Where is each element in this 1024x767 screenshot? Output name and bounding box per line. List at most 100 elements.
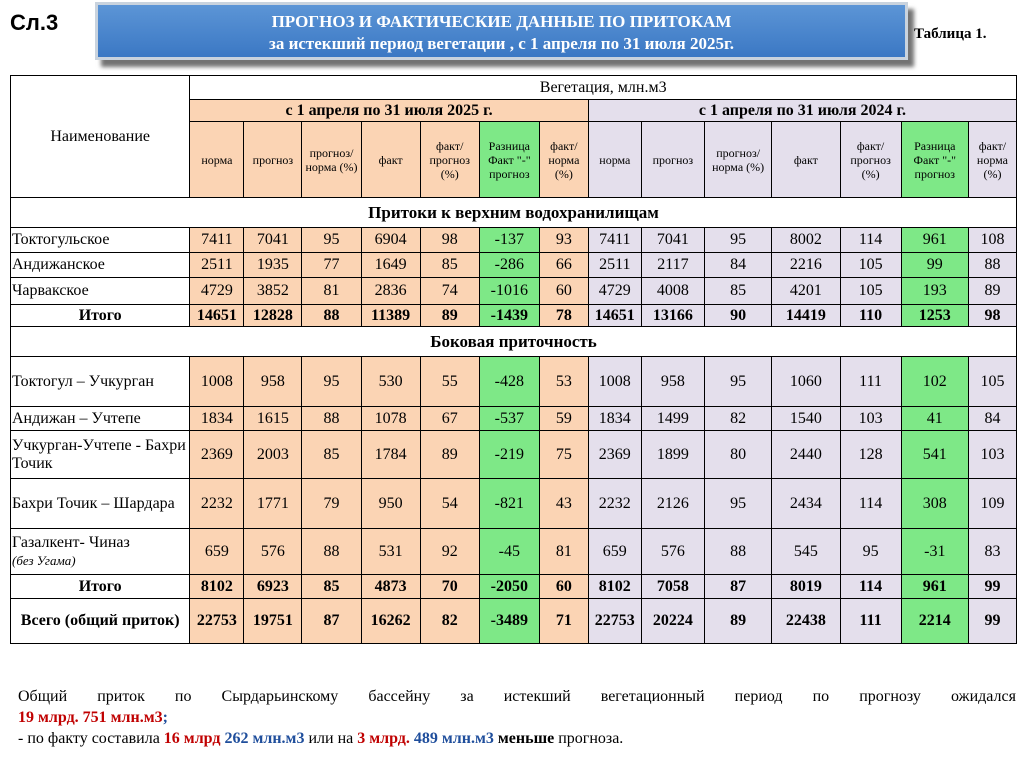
- cell-fact-forecast-pct: 105: [839, 277, 902, 305]
- cell-fact: 6904: [360, 227, 421, 253]
- cell-forecast-norm-pct: 88: [301, 406, 362, 431]
- cell-fact: 950: [360, 478, 421, 529]
- cell-difference: 961: [900, 574, 969, 599]
- slide-number: Сл.3: [10, 10, 59, 35]
- cell-forecast: 19751: [243, 598, 303, 644]
- col-header-difference-2024: Разница Факт "-" прогноз: [900, 121, 969, 198]
- cell-norm: 1834: [587, 406, 642, 431]
- note-less: меньше: [497, 730, 555, 747]
- cell-forecast: 1771: [243, 478, 303, 529]
- forecast-millions: 751 млн.м3: [82, 709, 163, 726]
- cell-fact-norm-pct: 98: [967, 304, 1018, 327]
- col-header-difference-2025: Разница Факт "-" прогноз: [478, 121, 540, 198]
- inflow-table: Наименование Вегетация, млн.м3 с 1 апрел…: [9, 75, 1018, 644]
- cell-fact: 11389: [360, 304, 421, 327]
- cell-norm: 22753: [189, 598, 245, 644]
- cell-fact-forecast-pct: 89: [419, 304, 480, 327]
- cell-forecast: 576: [243, 528, 303, 575]
- cell-norm: 2232: [587, 478, 642, 529]
- cell-difference: 1253: [900, 304, 969, 327]
- note-line-3: - по факту составила 16 млрд 262 млн.м3 …: [18, 728, 1016, 749]
- section-title: Боковая приточность: [10, 326, 1017, 357]
- row-name: Токтогул – Учкурган: [9, 356, 191, 407]
- cell-forecast: 958: [640, 356, 705, 407]
- cell-difference: -1016: [478, 277, 540, 305]
- cell-fact: 8019: [771, 574, 841, 599]
- cell-difference: -137: [478, 227, 540, 253]
- col-header-forecast-2024: прогноз: [640, 121, 705, 198]
- cell-fact-forecast-pct: 85: [419, 252, 480, 278]
- total-row: Всего (общий приток) 22753 19751 87 16262 82-…: [9, 598, 1018, 644]
- cell-forecast: 7041: [243, 227, 303, 253]
- table-row: Токтогульское 7411 7041 95 6904 98 -137 93 7411 7…: [9, 227, 1018, 253]
- col-header-fact-forecast-pct-2024: факт/ прогноз (%): [839, 121, 902, 198]
- cell-fact-norm-pct: 83: [967, 528, 1018, 575]
- cell-norm: 1008: [189, 356, 245, 407]
- summary-note: Общий приток по Сырдарьинскому бассейну …: [18, 686, 1016, 749]
- cell-fact-norm-pct: 43: [538, 478, 589, 529]
- cell-fact-norm-pct: 71: [538, 598, 589, 644]
- cell-fact: 2216: [771, 252, 841, 278]
- cell-forecast-norm-pct: 80: [703, 430, 773, 479]
- cell-forecast-norm-pct: 89: [703, 598, 773, 644]
- cell-forecast: 958: [243, 356, 303, 407]
- row-name: Токтогульское: [9, 227, 191, 253]
- cell-fact-norm-pct: 108: [967, 227, 1018, 253]
- cell-fact-norm-pct: 89: [967, 277, 1018, 305]
- note-or-on: или на: [308, 730, 354, 747]
- cell-fact-norm-pct: 53: [538, 356, 589, 407]
- cell-forecast: 12828: [243, 304, 303, 327]
- cell-forecast-norm-pct: 95: [703, 227, 773, 253]
- table-row: Чарвакское 4729 3852 81 2836 74 -1016 60 4729 400…: [9, 277, 1018, 305]
- diff-billions: 3 млрд.: [357, 730, 410, 747]
- note-suffix: прогноза.: [558, 730, 624, 747]
- cell-fact-norm-pct: 93: [538, 227, 589, 253]
- cell-fact-norm-pct: 66: [538, 252, 589, 278]
- cell-difference: 102: [900, 356, 969, 407]
- vegetation-header: Вегетация, млн.м3: [189, 75, 1017, 100]
- diff-millions: 489 млн.м3: [413, 730, 494, 747]
- cell-norm: 659: [189, 528, 245, 575]
- cell-difference: -537: [478, 406, 540, 431]
- cell-forecast: 6923: [243, 574, 303, 599]
- col-header-forecast-2025: прогноз: [243, 121, 303, 198]
- cell-forecast: 20224: [640, 598, 705, 644]
- cell-difference: 41: [900, 406, 969, 431]
- period-2025-header: с 1 апреля по 31 июля 2025 г.: [189, 99, 589, 122]
- cell-forecast: 13166: [640, 304, 705, 327]
- cell-fact: 8002: [771, 227, 841, 253]
- cell-forecast: 7041: [640, 227, 705, 253]
- cell-fact-norm-pct: 109: [967, 478, 1018, 529]
- cell-forecast-norm-pct: 77: [301, 252, 362, 278]
- cell-difference: -1439: [478, 304, 540, 327]
- cell-fact: 1649: [360, 252, 421, 278]
- cell-fact-norm-pct: 59: [538, 406, 589, 431]
- cell-difference: -219: [478, 430, 540, 479]
- cell-fact: 1540: [771, 406, 841, 431]
- cell-fact: 22438: [771, 598, 841, 644]
- cell-norm: 2511: [587, 252, 642, 278]
- total-label: Всего (общий приток): [9, 598, 191, 644]
- cell-fact-norm-pct: 105: [967, 356, 1018, 407]
- cell-norm: 8102: [587, 574, 642, 599]
- cell-fact: 531: [360, 528, 421, 575]
- cell-forecast-norm-pct: 95: [703, 478, 773, 529]
- cell-forecast-norm-pct: 85: [703, 277, 773, 305]
- table-row: Бахри Точик – Шардара 2232 1771 79 950 54 -821…: [9, 478, 1018, 529]
- cell-forecast: 3852: [243, 277, 303, 305]
- cell-forecast-norm-pct: 95: [301, 227, 362, 253]
- fact-billions: 16 млрд: [163, 730, 221, 747]
- cell-norm: 8102: [189, 574, 245, 599]
- cell-norm: 14651: [189, 304, 245, 327]
- cell-forecast: 2117: [640, 252, 705, 278]
- col-header-fact-norm-pct-2024: факт/ норма (%): [967, 121, 1018, 198]
- cell-difference: 541: [900, 430, 969, 479]
- cell-fact-forecast-pct: 70: [419, 574, 480, 599]
- cell-difference: 961: [900, 227, 969, 253]
- cell-forecast: 7058: [640, 574, 705, 599]
- cell-fact-norm-pct: 84: [967, 406, 1018, 431]
- cell-difference: -2050: [478, 574, 540, 599]
- cell-fact-forecast-pct: 128: [839, 430, 902, 479]
- banner-subtitle: за истекший период вегетации , с 1 апрел…: [268, 34, 734, 53]
- row-name-note: (без Угама): [12, 552, 76, 568]
